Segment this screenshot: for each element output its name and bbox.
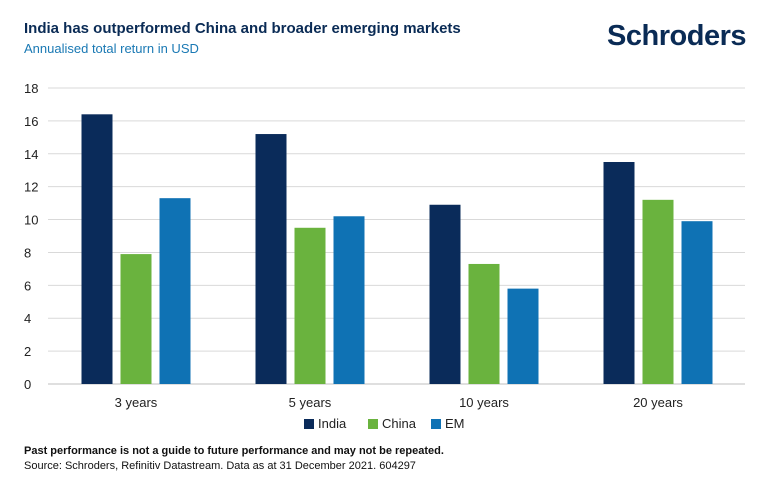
y-tick-label: 10 — [24, 213, 38, 228]
bar-india — [603, 162, 635, 384]
bar-china — [120, 254, 152, 384]
legend-label: India — [318, 416, 347, 431]
bar-china — [642, 199, 674, 384]
y-tick-label: 12 — [24, 180, 38, 195]
bar-chart: 0 2 4 6 8 10 12 14 16 18 3 years 5 years 10 years 20… — [24, 81, 745, 431]
x-tick-label: 10 years — [459, 395, 509, 410]
bar-china — [294, 227, 326, 384]
x-tick-label: 20 years — [633, 395, 683, 410]
y-tick-label: 4 — [24, 311, 31, 326]
legend-swatch-china — [368, 419, 378, 429]
y-axis-ticks: 0 2 4 6 8 10 12 14 16 18 — [24, 81, 38, 392]
bar-india — [81, 114, 113, 385]
chart-title: India has outperformed China and broader… — [24, 20, 461, 37]
footer: Past performance is not a guide to futur… — [24, 444, 444, 474]
bar-em — [507, 288, 539, 384]
gridlines — [48, 87, 745, 385]
y-tick-label: 16 — [24, 114, 38, 129]
y-tick-label: 6 — [24, 278, 31, 293]
chart-subtitle: Annualised total return in USD — [24, 41, 199, 56]
x-axis-ticks: 3 years 5 years 10 years 20 years — [115, 395, 684, 410]
legend-swatch-em — [431, 419, 441, 429]
bars — [81, 114, 713, 385]
legend-swatch-india — [304, 419, 314, 429]
bar-em — [333, 216, 365, 384]
disclaimer-note: Past performance is not a guide to futur… — [24, 445, 444, 457]
bar-india — [255, 134, 287, 384]
bar-em — [159, 198, 191, 384]
bar-india — [429, 204, 461, 384]
y-tick-label: 0 — [24, 377, 31, 392]
x-tick-label: 3 years — [115, 395, 158, 410]
y-tick-label: 2 — [24, 344, 31, 359]
y-tick-label: 14 — [24, 147, 38, 162]
bar-china — [468, 263, 500, 384]
schroders-logo: Schroders — [607, 20, 746, 52]
y-tick-label: 8 — [24, 245, 31, 260]
source-note: Source: Schroders, Refinitiv Datastream.… — [24, 460, 416, 472]
x-tick-label: 5 years — [289, 395, 332, 410]
legend: India China EM — [304, 416, 465, 431]
legend-label: China — [382, 416, 417, 431]
bar-em — [681, 221, 713, 384]
legend-label: EM — [445, 416, 465, 431]
y-tick-label: 18 — [24, 81, 38, 96]
